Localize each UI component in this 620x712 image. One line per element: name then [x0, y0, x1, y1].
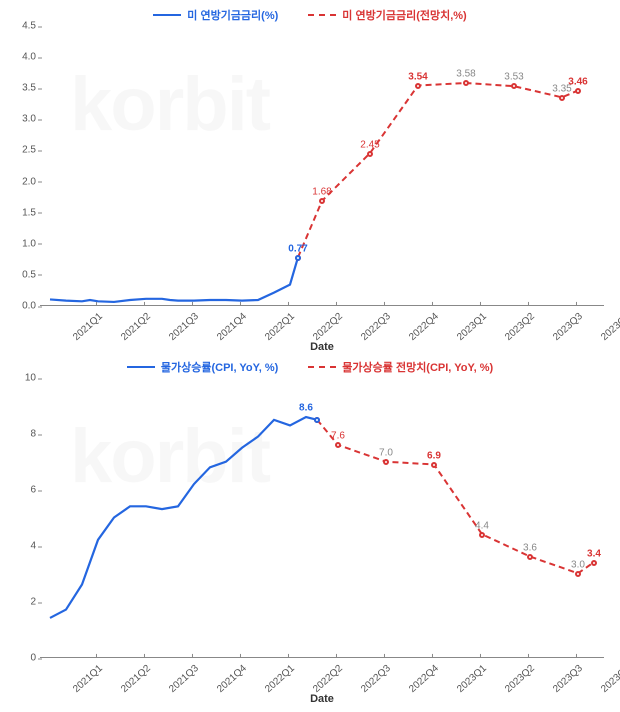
data-marker	[383, 459, 389, 465]
y-axis: 0.00.51.01.52.02.53.03.54.04.5	[10, 26, 38, 305]
x-tick-label: 2021Q2	[119, 663, 153, 695]
y-tick-label: 0.5	[22, 269, 36, 280]
legend-label: 물가상승률 전망치(CPI, YoY, %)	[342, 359, 493, 375]
data-marker	[575, 571, 581, 577]
y-tick-label: 2	[30, 597, 36, 608]
y-tick-label: 0	[30, 653, 36, 664]
y-tick-label: 10	[25, 373, 36, 384]
line-series	[40, 378, 604, 657]
data-label: 3.6	[523, 543, 537, 554]
y-tick-label: 4.0	[22, 52, 36, 63]
data-label: 7.6	[331, 431, 345, 442]
legend: 물가상승률(CPI, YoY, %) 물가상승률 전망치(CPI, YoY, %)	[8, 356, 612, 378]
legend-swatch	[308, 366, 336, 368]
data-marker	[295, 255, 301, 261]
y-tick-label: 1.0	[22, 238, 36, 249]
x-tick-label: 2023Q1	[455, 663, 489, 695]
line-series	[40, 26, 604, 305]
data-label: 0.77	[288, 244, 307, 255]
data-label: 3.58	[456, 69, 475, 80]
data-label: 8.6	[299, 403, 313, 414]
data-marker	[559, 95, 565, 101]
legend-item: 물가상승률 전망치(CPI, YoY, %)	[308, 359, 493, 375]
legend-label: 미 연방기금금리(%)	[187, 7, 278, 23]
x-tick-label: 2021Q2	[119, 311, 153, 343]
legend-swatch	[127, 366, 155, 369]
data-label: 7.0	[379, 448, 393, 459]
data-marker	[575, 88, 581, 94]
y-tick-label: 2.0	[22, 176, 36, 187]
legend-swatch	[153, 14, 181, 17]
y-tick-label: 4	[30, 541, 36, 552]
legend-item: 물가상승률(CPI, YoY, %)	[127, 359, 278, 375]
data-marker	[527, 554, 533, 560]
data-label: 3.53	[504, 72, 523, 83]
data-marker	[463, 80, 469, 86]
x-tick-label: 2023Q2	[503, 311, 537, 343]
data-marker	[335, 442, 341, 448]
plot-area: korbit 0246810 2021Q12021Q22021Q32021Q42…	[40, 378, 604, 658]
x-axis-label: Date	[310, 341, 334, 353]
data-marker	[319, 198, 325, 204]
data-label: 3.4	[587, 548, 601, 559]
legend-item: 미 연방기금금리(전망치,%)	[308, 7, 466, 23]
x-tick-label: 2023Q4	[599, 311, 620, 343]
x-tick-label: 2022Q2	[311, 663, 345, 695]
y-axis: 0246810	[10, 378, 38, 657]
plot-area: korbit 0.00.51.01.52.02.53.03.54.04.5 20…	[40, 26, 604, 306]
y-tick-label: 2.5	[22, 145, 36, 156]
x-tick-label: 2023Q4	[599, 663, 620, 695]
data-marker	[511, 83, 517, 89]
x-tick-label: 2023Q1	[455, 311, 489, 343]
data-marker	[431, 462, 437, 468]
legend: 미 연방기금금리(%) 미 연방기금금리(전망치,%)	[8, 4, 612, 26]
x-tick-label: 2023Q3	[551, 663, 585, 695]
x-tick-label: 2023Q3	[551, 311, 585, 343]
x-tick-label: 2021Q4	[215, 311, 249, 343]
x-tick-label: 2022Q4	[407, 311, 441, 343]
data-marker	[314, 417, 320, 423]
legend-label: 물가상승률(CPI, YoY, %)	[161, 359, 278, 375]
y-tick-label: 3.0	[22, 114, 36, 125]
x-axis-label: Date	[310, 693, 334, 705]
data-label: 2.45	[360, 139, 379, 150]
y-tick-label: 1.5	[22, 207, 36, 218]
legend-item: 미 연방기금금리(%)	[153, 7, 278, 23]
x-tick-label: 2023Q2	[503, 663, 537, 695]
cpi-inflation-chart: 물가상승률(CPI, YoY, %) 물가상승률 전망치(CPI, YoY, %)…	[8, 356, 612, 704]
data-label: 3.46	[568, 76, 587, 87]
y-tick-label: 4.5	[22, 21, 36, 32]
x-tick-label: 2022Q1	[263, 311, 297, 343]
data-marker	[479, 532, 485, 538]
data-marker	[591, 560, 597, 566]
legend-label: 미 연방기금금리(전망치,%)	[342, 7, 466, 23]
data-label: 1.68	[312, 187, 331, 198]
x-tick-label: 2022Q3	[359, 663, 393, 695]
data-marker	[415, 83, 421, 89]
data-label: 6.9	[427, 450, 441, 461]
data-label: 3.0	[571, 560, 585, 571]
data-marker	[367, 151, 373, 157]
data-label: 3.54	[408, 71, 427, 82]
y-tick-label: 3.5	[22, 83, 36, 94]
x-tick-label: 2021Q1	[71, 663, 105, 695]
data-label: 4.4	[475, 520, 489, 531]
x-tick-label: 2022Q3	[359, 311, 393, 343]
y-tick-label: 0.0	[22, 301, 36, 312]
x-tick-label: 2021Q1	[71, 311, 105, 343]
x-tick-label: 2022Q1	[263, 663, 297, 695]
x-tick-label: 2022Q4	[407, 663, 441, 695]
fed-funds-rate-chart: 미 연방기금금리(%) 미 연방기금금리(전망치,%) korbit 0.00.5…	[8, 4, 612, 352]
y-tick-label: 6	[30, 485, 36, 496]
y-tick-label: 8	[30, 429, 36, 440]
x-tick-label: 2021Q3	[167, 311, 201, 343]
x-tick-label: 2021Q3	[167, 663, 201, 695]
x-tick-label: 2022Q2	[311, 311, 345, 343]
legend-swatch	[308, 14, 336, 16]
x-tick-label: 2021Q4	[215, 663, 249, 695]
